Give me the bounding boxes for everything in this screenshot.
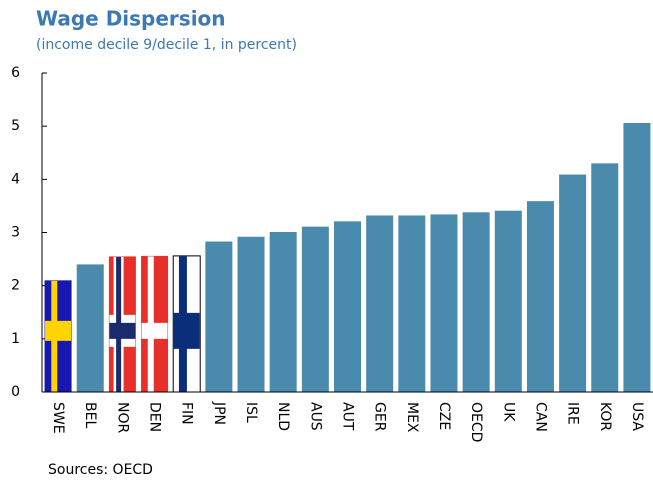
bar xyxy=(430,214,458,392)
flag-cross xyxy=(109,322,136,339)
source-note: Sources: OECD xyxy=(48,462,153,478)
y-tick-label: 6 xyxy=(11,65,20,81)
bar xyxy=(559,174,587,392)
bar xyxy=(269,231,297,392)
x-tick-label: USA xyxy=(629,402,645,431)
x-tick-label: KOR xyxy=(597,402,613,431)
x-tick-label: CAN xyxy=(532,402,548,432)
x-tick-label: AUS xyxy=(307,402,323,431)
bar xyxy=(398,215,426,392)
x-tick-label: BEL xyxy=(82,402,98,428)
x-tick-label: NLD xyxy=(275,402,291,431)
y-tick-label: 1 xyxy=(11,331,20,347)
bar xyxy=(301,226,329,392)
y-tick-label: 4 xyxy=(11,171,20,187)
y-tick-label: 5 xyxy=(11,118,20,134)
bar xyxy=(623,122,651,392)
flag-cross xyxy=(116,256,122,392)
bar xyxy=(366,215,394,392)
x-tick-label: AUT xyxy=(340,402,356,431)
x-tick-label: OECD xyxy=(468,402,484,442)
bar xyxy=(237,236,265,392)
y-tick-label: 0 xyxy=(11,384,20,400)
flag-cross xyxy=(147,256,154,392)
x-tick-label: FIN xyxy=(179,402,195,425)
x-tick-label: ISL xyxy=(243,402,259,423)
chart-title: Wage Dispersion xyxy=(36,7,226,31)
x-tick-label: SWE xyxy=(50,402,66,434)
y-tick-label: 2 xyxy=(11,278,20,294)
bar xyxy=(526,201,554,392)
bar xyxy=(334,221,361,392)
x-tick-label: JPN xyxy=(211,401,227,425)
flag-cross xyxy=(178,256,187,392)
x-tick-label: CZE xyxy=(436,402,452,430)
bar xyxy=(76,264,104,392)
y-tick-label: 3 xyxy=(11,225,20,241)
x-tick-label: GER xyxy=(372,402,388,432)
bar xyxy=(591,163,619,392)
x-tick-label: DEN xyxy=(147,402,163,432)
x-tick-label: UK xyxy=(500,402,516,422)
flag-cross xyxy=(45,320,72,341)
bar xyxy=(462,212,490,392)
chart-subtitle: (income decile 9/decile 1, in percent) xyxy=(36,37,297,53)
flag-cross xyxy=(141,322,168,339)
flag-cross xyxy=(51,280,58,392)
bar xyxy=(205,241,233,392)
x-tick-label: IRE xyxy=(565,402,581,425)
x-tick-label: NOR xyxy=(114,402,130,433)
x-tick-label: MEX xyxy=(404,402,420,433)
bar xyxy=(494,210,522,392)
